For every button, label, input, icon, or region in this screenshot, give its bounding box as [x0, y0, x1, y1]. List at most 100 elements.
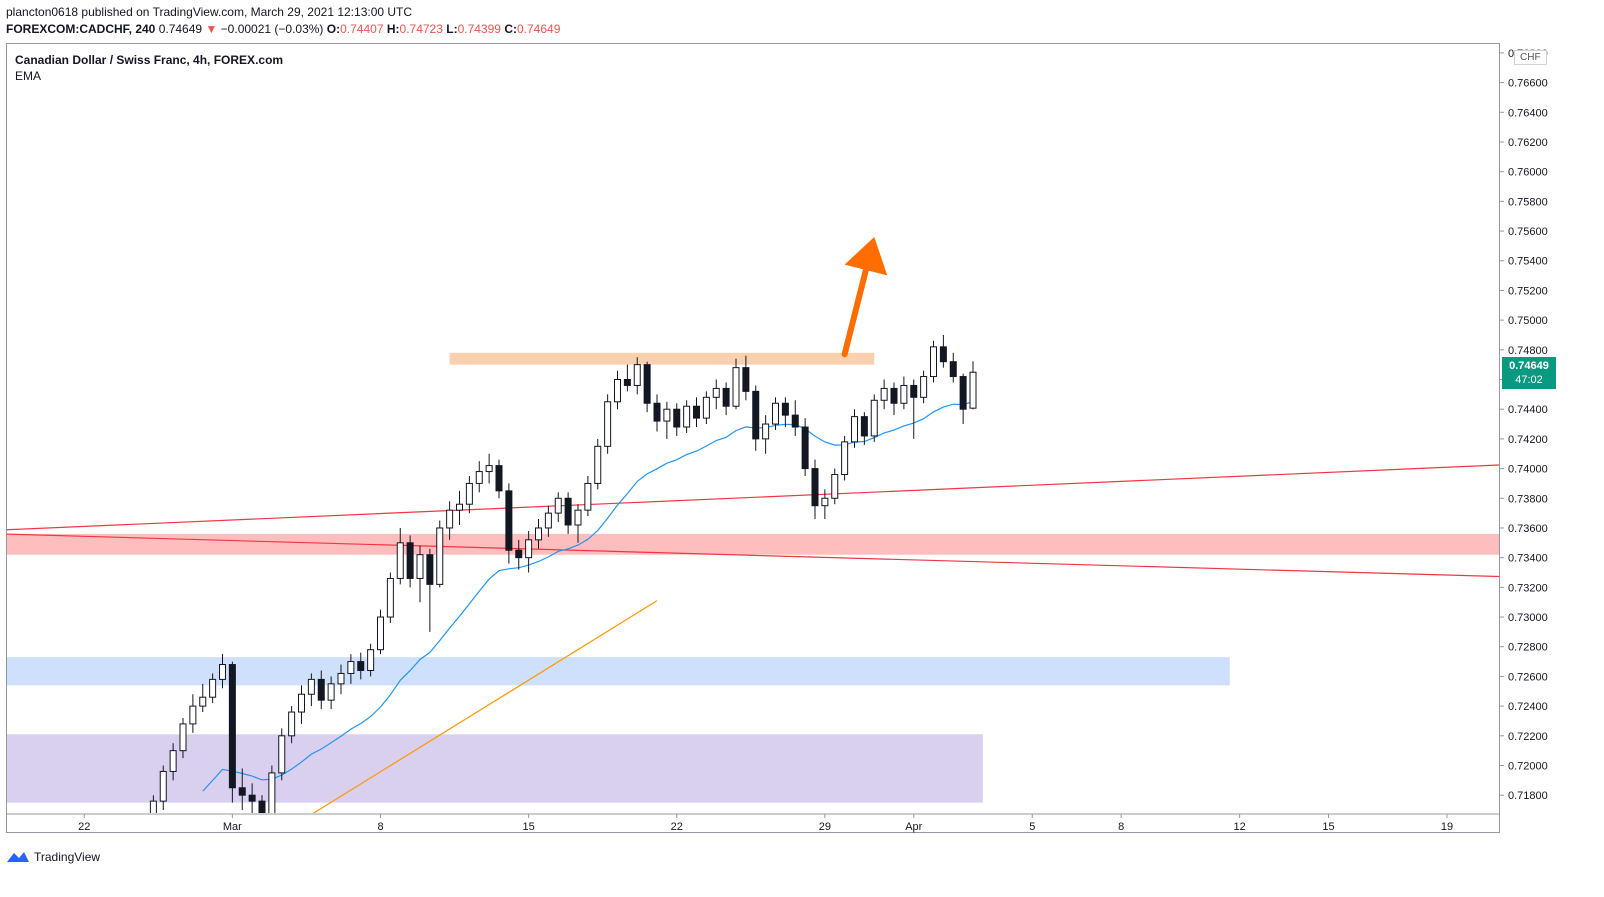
close-label: C:	[504, 22, 517, 36]
candle-body	[831, 474, 839, 499]
candle-body	[762, 423, 770, 440]
candle-body	[712, 387, 720, 398]
candle-body	[604, 401, 612, 447]
y-tick-label: 0.73000	[1508, 612, 1548, 624]
candle-body	[722, 387, 730, 407]
low-label: L:	[446, 22, 458, 36]
x-tick-label: 15	[1322, 821, 1334, 833]
candle-body	[406, 542, 414, 579]
close-value: 0.74649	[516, 22, 561, 36]
candle-body	[702, 396, 710, 419]
candle-body	[515, 549, 523, 559]
candle-body	[258, 800, 266, 813]
x-tick-label: 22	[78, 821, 90, 833]
symbol: FOREXCOM:CADCHF, 240	[6, 22, 156, 36]
y-tick-label: 0.72600	[1508, 671, 1548, 683]
candle-body	[238, 787, 246, 796]
zone-demand-blue	[7, 657, 1230, 686]
open-value: 0.74407	[340, 22, 384, 36]
y-tick-label: 0.76600	[1508, 78, 1548, 90]
candle-body	[594, 445, 602, 484]
low-value: 0.74399	[457, 22, 501, 36]
candle-body	[446, 509, 454, 529]
chart-pane[interactable]	[6, 43, 1500, 833]
price-change: −0.00021 (−0.03%)	[220, 22, 324, 36]
candle-body	[219, 664, 226, 680]
candle-body	[584, 482, 592, 511]
candle-body	[663, 408, 671, 422]
candle-body	[377, 616, 384, 651]
y-tick-label: 0.71800	[1508, 790, 1548, 802]
candle-body	[791, 414, 799, 428]
candle-body	[920, 376, 928, 398]
candle-body	[544, 512, 552, 529]
y-tick-label: 0.72800	[1508, 642, 1548, 654]
tradingview-logo[interactable]: TradingView	[6, 850, 100, 864]
x-tick-label: 5	[1029, 821, 1035, 833]
candle-body	[643, 364, 651, 404]
y-tick-label: 0.76400	[1508, 107, 1548, 119]
candle-body	[821, 497, 829, 507]
candle-body	[248, 794, 256, 802]
candle-body	[890, 387, 898, 404]
x-tick-label: Apr	[905, 821, 922, 833]
candle-body	[781, 402, 789, 416]
candle-body	[169, 750, 177, 772]
x-tick-label: 22	[671, 821, 683, 833]
x-tick-label: 29	[819, 821, 831, 833]
down-arrow-icon: ▼	[205, 22, 218, 36]
x-tick-label: 8	[377, 821, 383, 833]
candle-body	[633, 364, 641, 386]
candle-body	[623, 379, 631, 386]
candle-body	[742, 367, 750, 392]
candle-body	[288, 711, 296, 737]
candle-body	[959, 376, 967, 410]
candle-body	[475, 471, 483, 484]
candle-body	[752, 390, 760, 440]
candle-body	[772, 402, 779, 425]
y-tick-label: 0.75400	[1508, 256, 1548, 268]
zone-support	[7, 533, 1499, 555]
candle-body	[298, 693, 305, 713]
candle-body	[416, 554, 424, 579]
y-tick-label: 0.74800	[1508, 345, 1548, 357]
y-tick-label: 0.75200	[1508, 285, 1548, 297]
open-label: O:	[326, 22, 341, 36]
y-tick-label: 0.73200	[1508, 582, 1548, 594]
candle-body	[564, 497, 572, 526]
candle-body	[386, 577, 394, 618]
legend-title: Canadian Dollar / Swiss Franc, 4h, FOREX…	[15, 53, 284, 67]
candle-body	[141, 837, 147, 840]
candle-body	[159, 770, 167, 802]
currency-badge[interactable]: CHF	[1514, 50, 1547, 65]
y-tick-label: 0.75000	[1508, 315, 1548, 327]
y-tick-label: 0.76000	[1508, 167, 1548, 179]
candle-body	[732, 367, 740, 407]
candle-body	[268, 772, 276, 813]
x-tick-label: 15	[523, 821, 535, 833]
candle-body	[900, 384, 908, 404]
symbol-line: FOREXCOM:CADCHF, 240 0.74649 ▼ −0.00021 …	[6, 21, 560, 37]
last-price: 0.74649	[158, 22, 203, 36]
candle-body	[317, 678, 325, 701]
candle-body	[653, 402, 661, 422]
candle-body	[179, 723, 187, 752]
candle-body	[851, 416, 858, 443]
candle-body	[910, 384, 918, 398]
candle-body	[554, 497, 562, 514]
candle-body	[396, 542, 404, 579]
candle-body	[485, 465, 493, 473]
candle-body	[505, 490, 513, 551]
candle-body	[209, 678, 217, 698]
high-value: 0.74723	[399, 22, 443, 36]
candle-body	[199, 696, 207, 707]
candle-body	[436, 527, 444, 585]
tradingview-logo-text: TradingView	[34, 850, 101, 864]
candle-body	[426, 554, 434, 585]
y-tick-label: 0.74000	[1508, 464, 1548, 476]
y-tick-label: 0.74200	[1508, 434, 1548, 446]
trendline-falling-red	[7, 533, 1499, 578]
candle-body	[693, 405, 700, 419]
candle-body	[357, 661, 365, 671]
